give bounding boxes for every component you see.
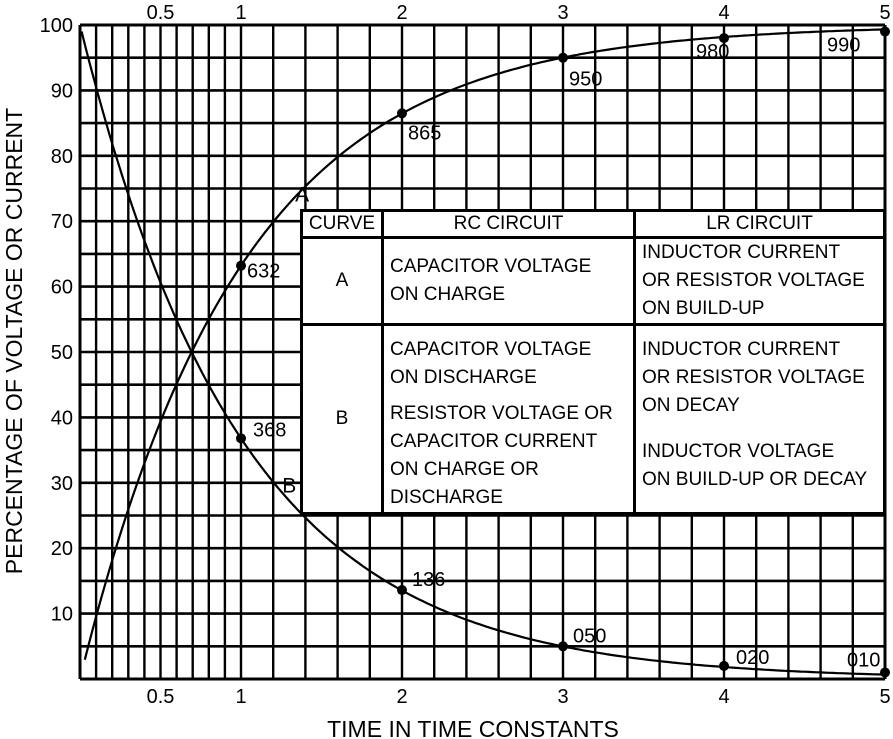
data-point: [558, 52, 568, 63]
y-tick-label: 100: [40, 15, 73, 37]
curve-label-a: A: [295, 184, 309, 207]
curve-b: [80, 31, 886, 676]
legend-header-lr: LR CIRCUIT: [633, 209, 886, 239]
chart-points: 632 865 950 980 990 368 136 050 020 010: [236, 26, 890, 678]
x-tick-label-top: 3: [557, 2, 568, 24]
data-point: [719, 660, 729, 671]
legend-rc-b-line: RESISTOR VOLTAGE OR: [390, 403, 613, 424]
legend-rc-b-line: CAPACITOR VOLTAGE: [390, 339, 592, 360]
legend-curve-a: A: [300, 236, 384, 326]
y-tick-label: 60: [51, 277, 73, 299]
x-tick-label-bottom: 4: [718, 686, 729, 708]
curve-a: [83, 28, 886, 660]
x-axis-label: TIME IN TIME CONSTANTS: [327, 716, 619, 739]
data-point: [880, 667, 890, 678]
data-label: 990: [827, 35, 860, 57]
data-label: 050: [573, 625, 606, 647]
chart-ticks: 0.5 0.5 1 1 2 2 3 3 4 4 5 5 10 20 30 40 50 60 70 80 90 100: [40, 2, 891, 708]
legend-lr-a-line: OR RESISTOR VOLTAGE: [642, 270, 865, 291]
data-label: 632: [247, 261, 280, 283]
legend-rc-b-line: CAPACITOR CURRENT: [390, 431, 598, 452]
legend-lr-a-line: INDUCTOR CURRENT: [642, 242, 841, 263]
x-tick-label-bottom: 0.5: [147, 686, 175, 708]
legend-lr-b-line: ON DECAY: [642, 395, 740, 416]
legend-row-b: B CAPACITOR VOLTAGE ON DISCHARGE RESISTO…: [300, 323, 886, 515]
x-tick-label-top: 4: [718, 2, 729, 24]
legend-rc-b-line: DISCHARGE: [390, 487, 503, 508]
data-point: [236, 433, 246, 444]
legend-curve-b: B: [300, 323, 384, 515]
legend-row-a: A CAPACITOR VOLTAGE ON CHARGE INDUCTOR C…: [300, 236, 886, 326]
data-label: 865: [408, 122, 441, 144]
legend-rc-b: CAPACITOR VOLTAGE ON DISCHARGE RESISTOR …: [381, 323, 636, 515]
x-tick-label-top: 2: [396, 2, 407, 24]
x-tick-label-bottom: 1: [235, 686, 246, 708]
legend-lr-b-line: ON BUILD-UP OR DECAY: [642, 469, 868, 490]
chart-curves: AB: [80, 28, 886, 676]
legend-header-curve: CURVE: [300, 209, 384, 239]
legend-lr-a-line: ON BUILD-UP: [642, 298, 765, 319]
data-label: 368: [253, 419, 286, 441]
y-tick-label: 40: [51, 407, 73, 429]
legend-lr-b-line: INDUCTOR VOLTAGE: [642, 441, 835, 462]
y-axis-label: PERCENTAGE OF VOLTAGE OR CURRENT: [1, 108, 27, 574]
legend-rc-a-line: ON CHARGE: [390, 284, 506, 305]
data-point: [880, 26, 890, 37]
data-point: [236, 260, 246, 271]
y-tick-label: 10: [51, 604, 73, 626]
x-tick-label-top: 1: [235, 2, 246, 24]
legend-lr-a: INDUCTOR CURRENT OR RESISTOR VOLTAGE ON …: [633, 236, 886, 326]
data-label: 010: [847, 649, 880, 671]
y-tick-label: 80: [51, 146, 73, 168]
legend-rc-a-line: CAPACITOR VOLTAGE: [390, 256, 592, 277]
y-tick-label: 20: [51, 538, 73, 560]
legend-rc-b-line: ON DISCHARGE: [390, 367, 537, 388]
legend-rc-b-line: ON CHARGE OR: [390, 459, 539, 480]
x-tick-label-top: 5: [879, 2, 890, 24]
legend-lr-b-line: INDUCTOR CURRENT: [642, 339, 841, 360]
x-tick-label-bottom: 5: [879, 686, 890, 708]
data-point: [397, 108, 407, 119]
data-label: 020: [736, 647, 769, 669]
legend-header-rc: RC CIRCUIT: [381, 209, 636, 239]
curve-label-b: B: [282, 475, 296, 498]
legend-header-row: CURVE RC CIRCUIT LR CIRCUIT: [300, 209, 886, 239]
x-tick-label-bottom: 3: [557, 686, 568, 708]
x-tick-label-top: 0.5: [147, 2, 175, 24]
data-point: [719, 33, 729, 44]
data-label: 980: [696, 41, 729, 63]
legend-lr-b: INDUCTOR CURRENT OR RESISTOR VOLTAGE ON …: [633, 323, 886, 515]
x-tick-label-bottom: 2: [396, 686, 407, 708]
y-tick-label: 70: [51, 211, 73, 233]
legend-rc-a: CAPACITOR VOLTAGE ON CHARGE: [381, 236, 636, 326]
legend-table: CURVE RC CIRCUIT LR CIRCUIT A CAPACITOR …: [300, 209, 886, 515]
y-tick-label: 30: [51, 473, 73, 495]
data-label: 136: [412, 569, 445, 591]
data-point: [397, 585, 407, 596]
y-tick-label: 90: [51, 80, 73, 102]
data-point: [558, 641, 568, 652]
legend-lr-b-line: OR RESISTOR VOLTAGE: [642, 367, 865, 388]
y-tick-label: 50: [51, 342, 73, 364]
data-label: 950: [569, 69, 602, 91]
